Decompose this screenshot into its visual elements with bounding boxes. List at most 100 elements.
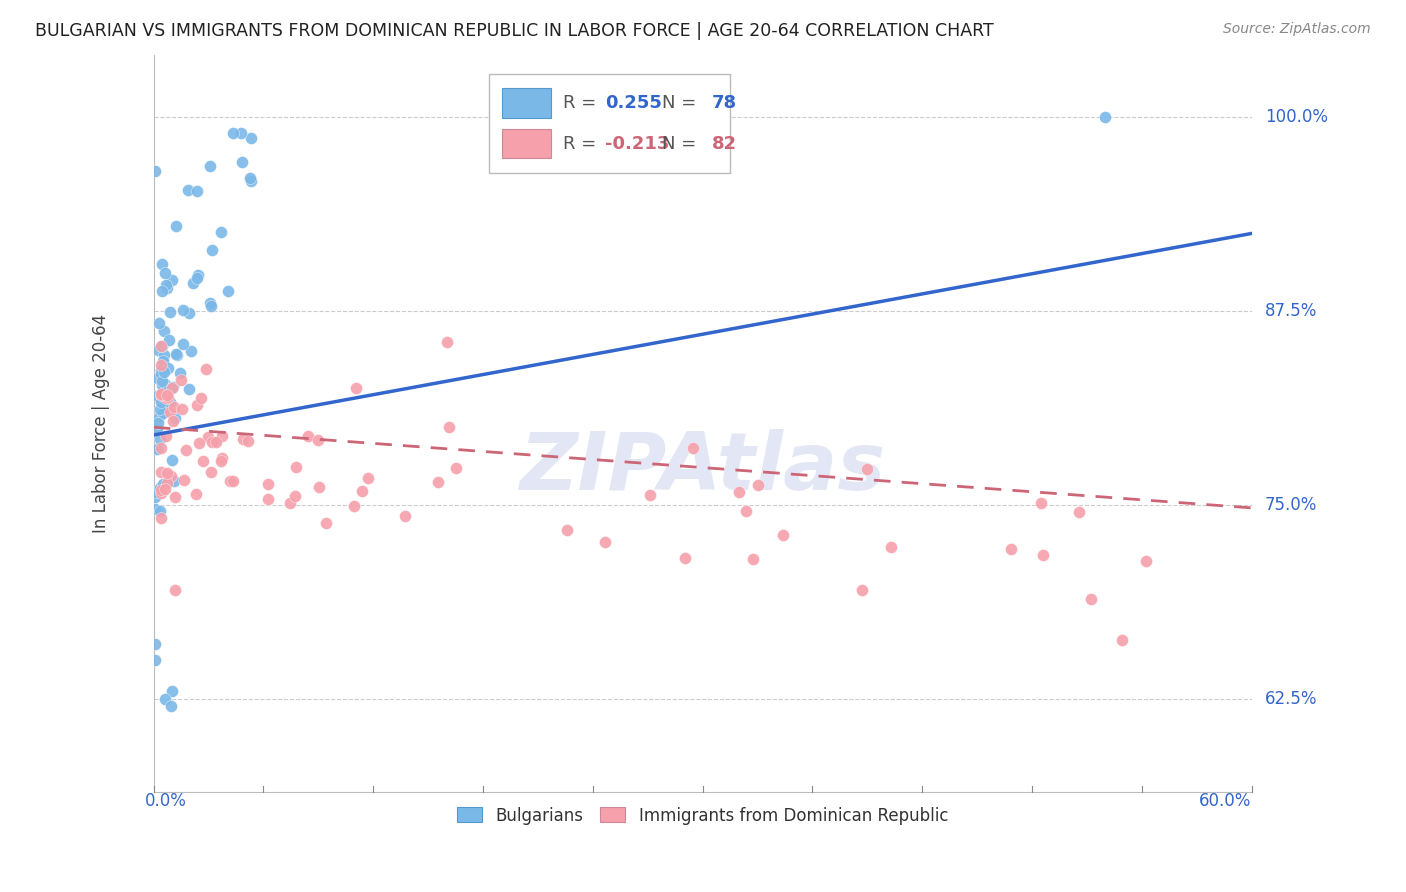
Point bbox=[205, 434, 228, 449]
Point bbox=[157, 361, 180, 376]
Point bbox=[156, 388, 179, 402]
Point bbox=[315, 516, 337, 531]
FancyBboxPatch shape bbox=[502, 88, 551, 118]
Point bbox=[742, 552, 765, 566]
Point bbox=[343, 499, 366, 513]
Point bbox=[186, 185, 208, 199]
Point bbox=[149, 402, 172, 417]
Point bbox=[278, 496, 301, 510]
Point bbox=[163, 583, 186, 598]
Point bbox=[436, 334, 458, 349]
Point bbox=[231, 155, 253, 169]
Point bbox=[145, 653, 167, 667]
Point bbox=[148, 410, 170, 425]
Point bbox=[727, 485, 749, 500]
Point bbox=[222, 126, 245, 140]
FancyBboxPatch shape bbox=[502, 128, 551, 158]
Point bbox=[856, 462, 879, 476]
Point bbox=[177, 183, 200, 197]
Point bbox=[427, 475, 450, 490]
Point bbox=[150, 368, 173, 382]
Point bbox=[145, 637, 167, 651]
Point bbox=[149, 433, 172, 447]
Point bbox=[198, 296, 221, 310]
Point bbox=[153, 377, 176, 392]
Point bbox=[152, 406, 174, 420]
Point bbox=[173, 473, 195, 487]
Point bbox=[191, 454, 214, 468]
Point bbox=[152, 324, 174, 338]
Point bbox=[747, 478, 769, 492]
Point bbox=[155, 466, 177, 480]
Point bbox=[156, 475, 179, 490]
Point bbox=[1135, 553, 1157, 567]
Point bbox=[240, 173, 263, 187]
Point bbox=[344, 381, 367, 395]
Point bbox=[186, 270, 208, 285]
Point bbox=[239, 131, 262, 145]
Point bbox=[146, 371, 169, 385]
Point bbox=[217, 285, 239, 299]
Point bbox=[160, 452, 183, 467]
Point bbox=[153, 691, 176, 706]
Point bbox=[150, 375, 173, 389]
Point bbox=[1080, 591, 1102, 606]
Text: 82: 82 bbox=[711, 135, 737, 153]
Point bbox=[257, 477, 280, 491]
Point bbox=[197, 430, 219, 444]
Point bbox=[219, 474, 242, 488]
Point bbox=[152, 378, 174, 392]
Point bbox=[557, 523, 579, 537]
Point bbox=[159, 305, 181, 319]
Point bbox=[165, 347, 187, 361]
Point bbox=[145, 389, 167, 403]
Point bbox=[257, 492, 280, 507]
Point bbox=[155, 266, 177, 280]
Point bbox=[209, 453, 232, 467]
Text: 0.255: 0.255 bbox=[605, 94, 662, 112]
Text: 62.5%: 62.5% bbox=[1265, 690, 1317, 707]
Point bbox=[232, 432, 254, 446]
Point bbox=[169, 366, 191, 380]
Text: BULGARIAN VS IMMIGRANTS FROM DOMINICAN REPUBLIC IN LABOR FORCE | AGE 20-64 CORRE: BULGARIAN VS IMMIGRANTS FROM DOMINICAN R… bbox=[35, 22, 994, 40]
Text: 75.0%: 75.0% bbox=[1265, 496, 1317, 514]
Point bbox=[181, 276, 204, 290]
Text: 60.0%: 60.0% bbox=[1199, 791, 1251, 810]
Point bbox=[149, 441, 172, 455]
Point bbox=[357, 471, 380, 485]
Point bbox=[153, 365, 176, 379]
Point bbox=[165, 219, 187, 233]
Point bbox=[394, 508, 416, 523]
Point bbox=[152, 477, 174, 491]
Point bbox=[200, 465, 222, 479]
Point bbox=[222, 475, 245, 489]
Point bbox=[177, 306, 200, 320]
Point bbox=[735, 504, 758, 518]
Point bbox=[180, 343, 202, 358]
Point bbox=[148, 416, 170, 430]
Point bbox=[155, 278, 177, 293]
Point bbox=[152, 354, 174, 368]
Point bbox=[1094, 110, 1116, 124]
Point bbox=[150, 284, 173, 298]
Text: -0.213: -0.213 bbox=[605, 135, 669, 153]
Point bbox=[186, 398, 208, 412]
Point bbox=[211, 429, 233, 443]
Point bbox=[165, 411, 187, 425]
Point bbox=[145, 502, 167, 516]
Point bbox=[1069, 505, 1091, 519]
Point bbox=[156, 281, 179, 295]
Point bbox=[1000, 542, 1022, 557]
Point bbox=[155, 392, 177, 406]
Point bbox=[285, 460, 308, 475]
Text: R =: R = bbox=[564, 135, 602, 153]
Text: 87.5%: 87.5% bbox=[1265, 302, 1317, 320]
Point bbox=[172, 337, 194, 351]
FancyBboxPatch shape bbox=[488, 73, 730, 173]
Point bbox=[1032, 548, 1054, 562]
Point bbox=[170, 373, 193, 387]
Point bbox=[152, 348, 174, 362]
Point bbox=[231, 126, 253, 140]
Point bbox=[157, 333, 180, 347]
Point bbox=[149, 386, 172, 401]
